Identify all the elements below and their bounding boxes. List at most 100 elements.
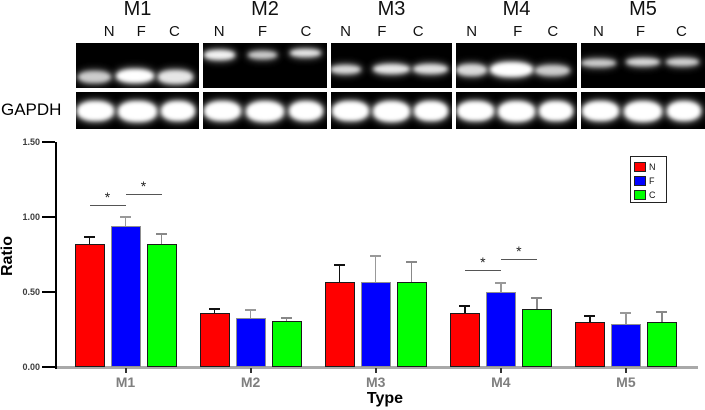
gel-band — [412, 63, 448, 75]
bar-m4-f — [485, 292, 516, 367]
y-axis-line — [55, 142, 57, 369]
gel-gapdh-row — [581, 92, 705, 129]
error-bar-cap — [620, 312, 632, 314]
gel-panel-title: M4 — [502, 0, 531, 20]
error-bar-stem — [88, 236, 91, 244]
gel-band — [245, 100, 285, 122]
error-bar-stem — [410, 262, 413, 282]
lane-label: F — [136, 23, 146, 40]
gel-gapdh-row — [76, 92, 199, 129]
gel-panel-m1: M1 N F C — [76, 0, 199, 135]
gel-panel-title: M5 — [629, 0, 657, 20]
lane-label: F — [513, 23, 523, 40]
error-bar-cap — [531, 297, 543, 299]
significance-line — [125, 194, 162, 195]
y-tick — [42, 141, 55, 143]
gel-band — [160, 100, 196, 121]
error-bar-stem — [249, 310, 252, 318]
legend-label: N — [649, 161, 656, 172]
bar-m5-f — [610, 323, 641, 367]
gel-section: GAPDH M1 N F C M2 N F C M3 N F C M4 N F C M5 N F C — [0, 0, 705, 140]
category-label: M2 — [240, 374, 261, 390]
significance-star: * — [140, 178, 147, 194]
x-tick — [624, 368, 627, 373]
error-bar-cap — [84, 235, 95, 238]
gel-panel-m3: M3 N F C — [331, 0, 452, 135]
y-axis-label: Ratio — [0, 236, 16, 276]
bar-m2-c — [271, 320, 302, 367]
gel-panel-title: M1 — [123, 0, 152, 20]
y-tick-label: 1.00 — [22, 212, 40, 222]
x-tick — [124, 368, 127, 373]
significance-line — [500, 259, 537, 260]
gel-panel-title: M2 — [251, 0, 279, 20]
lane-label: C — [168, 23, 180, 40]
lane-label: C — [547, 23, 559, 40]
gel-band — [77, 70, 112, 84]
gel-panel-m2: M2 N F C — [203, 0, 327, 135]
error-bar-stem — [285, 317, 288, 321]
bar-m2-n — [199, 313, 230, 367]
bar-m3-n — [324, 281, 355, 367]
gel-band — [247, 51, 278, 60]
bar-m3-c — [396, 281, 427, 367]
lane-label: F — [257, 23, 268, 40]
lane-label: N — [340, 23, 351, 40]
gel-band — [666, 100, 702, 121]
gel-band — [665, 58, 700, 67]
significance-star: * — [104, 189, 111, 205]
y-tick-label: 0.50 — [22, 287, 40, 297]
gel-band — [158, 70, 193, 84]
bar-m1-f — [110, 226, 141, 367]
error-bar-cap — [209, 307, 221, 310]
category-label: M1 — [115, 374, 136, 390]
x-tick — [249, 368, 252, 373]
gel-gapdh-row — [203, 92, 327, 129]
error-bar-cap — [406, 261, 418, 263]
error-bar-cap — [584, 315, 596, 317]
gel-band — [489, 61, 534, 78]
error-bar-stem — [374, 256, 377, 282]
gel-band — [115, 69, 155, 84]
gapdh-label: GAPDH — [1, 100, 62, 119]
significance-line — [89, 205, 126, 206]
gel-panel-title: M3 — [377, 0, 406, 20]
gel-band — [582, 100, 620, 121]
lane-label: C — [300, 23, 312, 40]
gel-band — [290, 49, 322, 58]
gel-target-row — [203, 43, 327, 88]
gel-band — [539, 100, 574, 121]
bar-m4-c — [521, 308, 552, 367]
gel-band — [332, 100, 369, 121]
gel-band — [414, 100, 449, 121]
legend-swatch — [634, 176, 646, 186]
lane-label: N — [103, 23, 115, 40]
gel-band — [535, 64, 571, 77]
significance-star: * — [516, 243, 522, 259]
error-bar-stem — [338, 265, 341, 282]
bar-m2-f — [235, 317, 266, 367]
error-bar-stem — [213, 308, 216, 313]
gel-band — [625, 58, 661, 67]
gel-target-row — [456, 43, 577, 88]
gel-band — [331, 64, 362, 75]
gel-band — [456, 63, 488, 77]
error-bar-stem — [625, 313, 627, 324]
lane-label: N — [592, 23, 604, 40]
legend-swatch — [634, 162, 646, 172]
category-label: M5 — [616, 374, 636, 390]
error-bar-cap — [281, 316, 293, 319]
error-bar-stem — [661, 311, 663, 322]
legend-swatch — [634, 190, 646, 200]
gel-band — [497, 100, 536, 122]
bar-m1-c — [146, 244, 177, 367]
lane-label: F — [635, 23, 646, 40]
lane-label: N — [466, 23, 478, 40]
gel-band — [288, 100, 324, 121]
bar-m1-n — [74, 244, 105, 367]
bar-m5-c — [646, 322, 677, 367]
error-bar-cap — [245, 309, 257, 311]
error-bar-cap — [656, 310, 668, 313]
gel-band — [204, 100, 242, 121]
